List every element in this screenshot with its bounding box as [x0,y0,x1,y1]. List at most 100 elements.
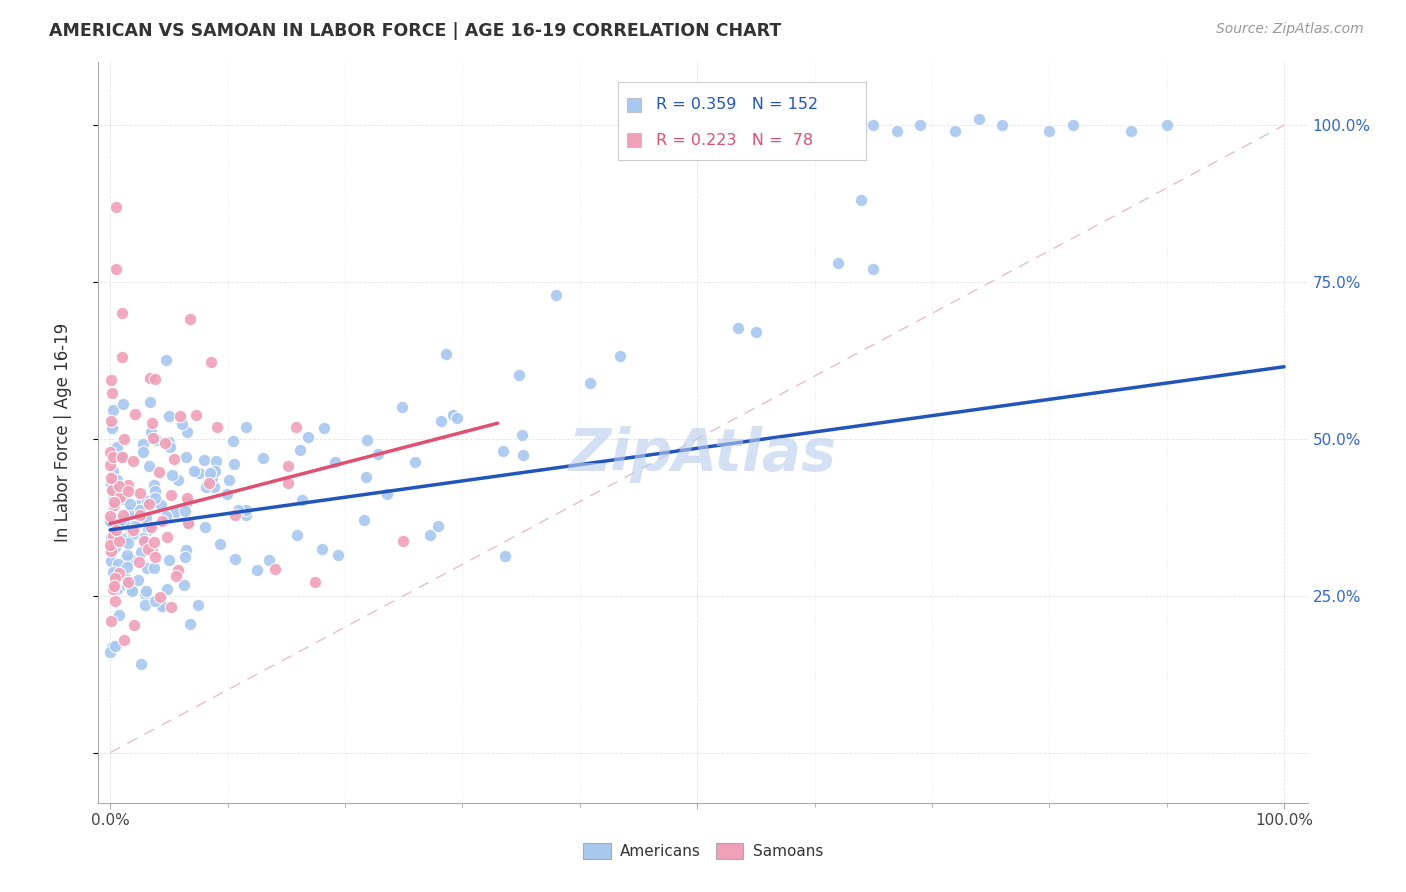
Point [176,425,198,439]
Point [143,593,166,607]
Point [103,464,125,478]
Point [851,124,873,138]
Point [110,514,132,528]
Point [198,475,221,490]
Point [139,370,162,384]
Point [174,450,197,465]
Point [101,418,124,433]
Point [120,553,142,567]
Point [945,124,967,138]
Point [1121,124,1143,138]
Point [174,543,197,558]
Point [141,416,163,430]
Point [98,458,121,473]
Point [304,575,326,590]
Point [193,452,215,467]
Point [179,617,201,632]
Point [100,414,122,428]
Point [222,458,245,472]
Point [105,262,128,277]
Point [131,545,153,559]
Point [115,553,138,567]
Point [277,458,299,473]
Point [118,524,141,538]
Point [1156,118,1178,132]
Point [392,533,415,548]
Point [163,505,186,519]
Point [176,491,198,505]
Point [259,553,281,567]
Point [112,492,135,507]
Point [160,488,183,502]
Point [104,571,127,585]
Point [105,440,128,454]
Point [103,532,125,546]
Point [429,414,451,428]
Point [139,425,162,439]
Point [224,508,246,522]
Y-axis label: In Labor Force | Age 16-19: In Labor Force | Age 16-19 [53,323,72,542]
Point [112,508,135,523]
Point [143,372,166,386]
Point [367,447,389,461]
Point [111,306,134,320]
FancyBboxPatch shape [619,82,866,161]
Point [285,419,308,434]
Point [441,409,464,423]
Point [143,560,166,574]
Point [136,493,159,508]
Text: AMERICAN VS SAMOAN IN LABOR FORCE | AGE 16-19 CORRELATION CHART: AMERICAN VS SAMOAN IN LABOR FORCE | AGE … [49,22,782,40]
Point [98,544,121,558]
Point [101,512,124,526]
Point [908,118,931,132]
Point [141,544,163,558]
Point [120,519,142,533]
Point [118,505,141,519]
Point [129,503,152,517]
Point [510,428,533,442]
Point [200,355,222,369]
Point [112,432,135,446]
Point [285,527,308,541]
Point [121,584,143,599]
Point [512,448,534,462]
Point [101,581,124,595]
Point [112,515,135,529]
Point [100,640,122,654]
Point [194,520,217,534]
Point [101,529,124,543]
Point [138,459,160,474]
Point [173,577,195,591]
Point [153,436,176,450]
Point [129,657,152,672]
Point [117,535,139,549]
Point [291,493,314,508]
Point [101,500,124,515]
Point [107,557,129,571]
Point [101,450,124,464]
Point [98,645,121,659]
Point [107,473,129,487]
Point [105,582,128,597]
Point [328,548,350,562]
Point [100,530,122,544]
Point [312,421,335,435]
Point [288,443,311,458]
Point [111,450,134,464]
Point [132,436,155,450]
Point [101,402,124,417]
Point [117,548,139,562]
Point [179,312,201,326]
Point [186,408,208,422]
Point [112,633,135,648]
Point [179,517,201,532]
Point [117,483,139,498]
Point [157,435,180,450]
Point [202,479,225,493]
Point [862,262,884,277]
Point [218,473,240,487]
Point [277,476,299,491]
Point [104,594,127,608]
Point [105,523,128,537]
Point [356,469,378,483]
